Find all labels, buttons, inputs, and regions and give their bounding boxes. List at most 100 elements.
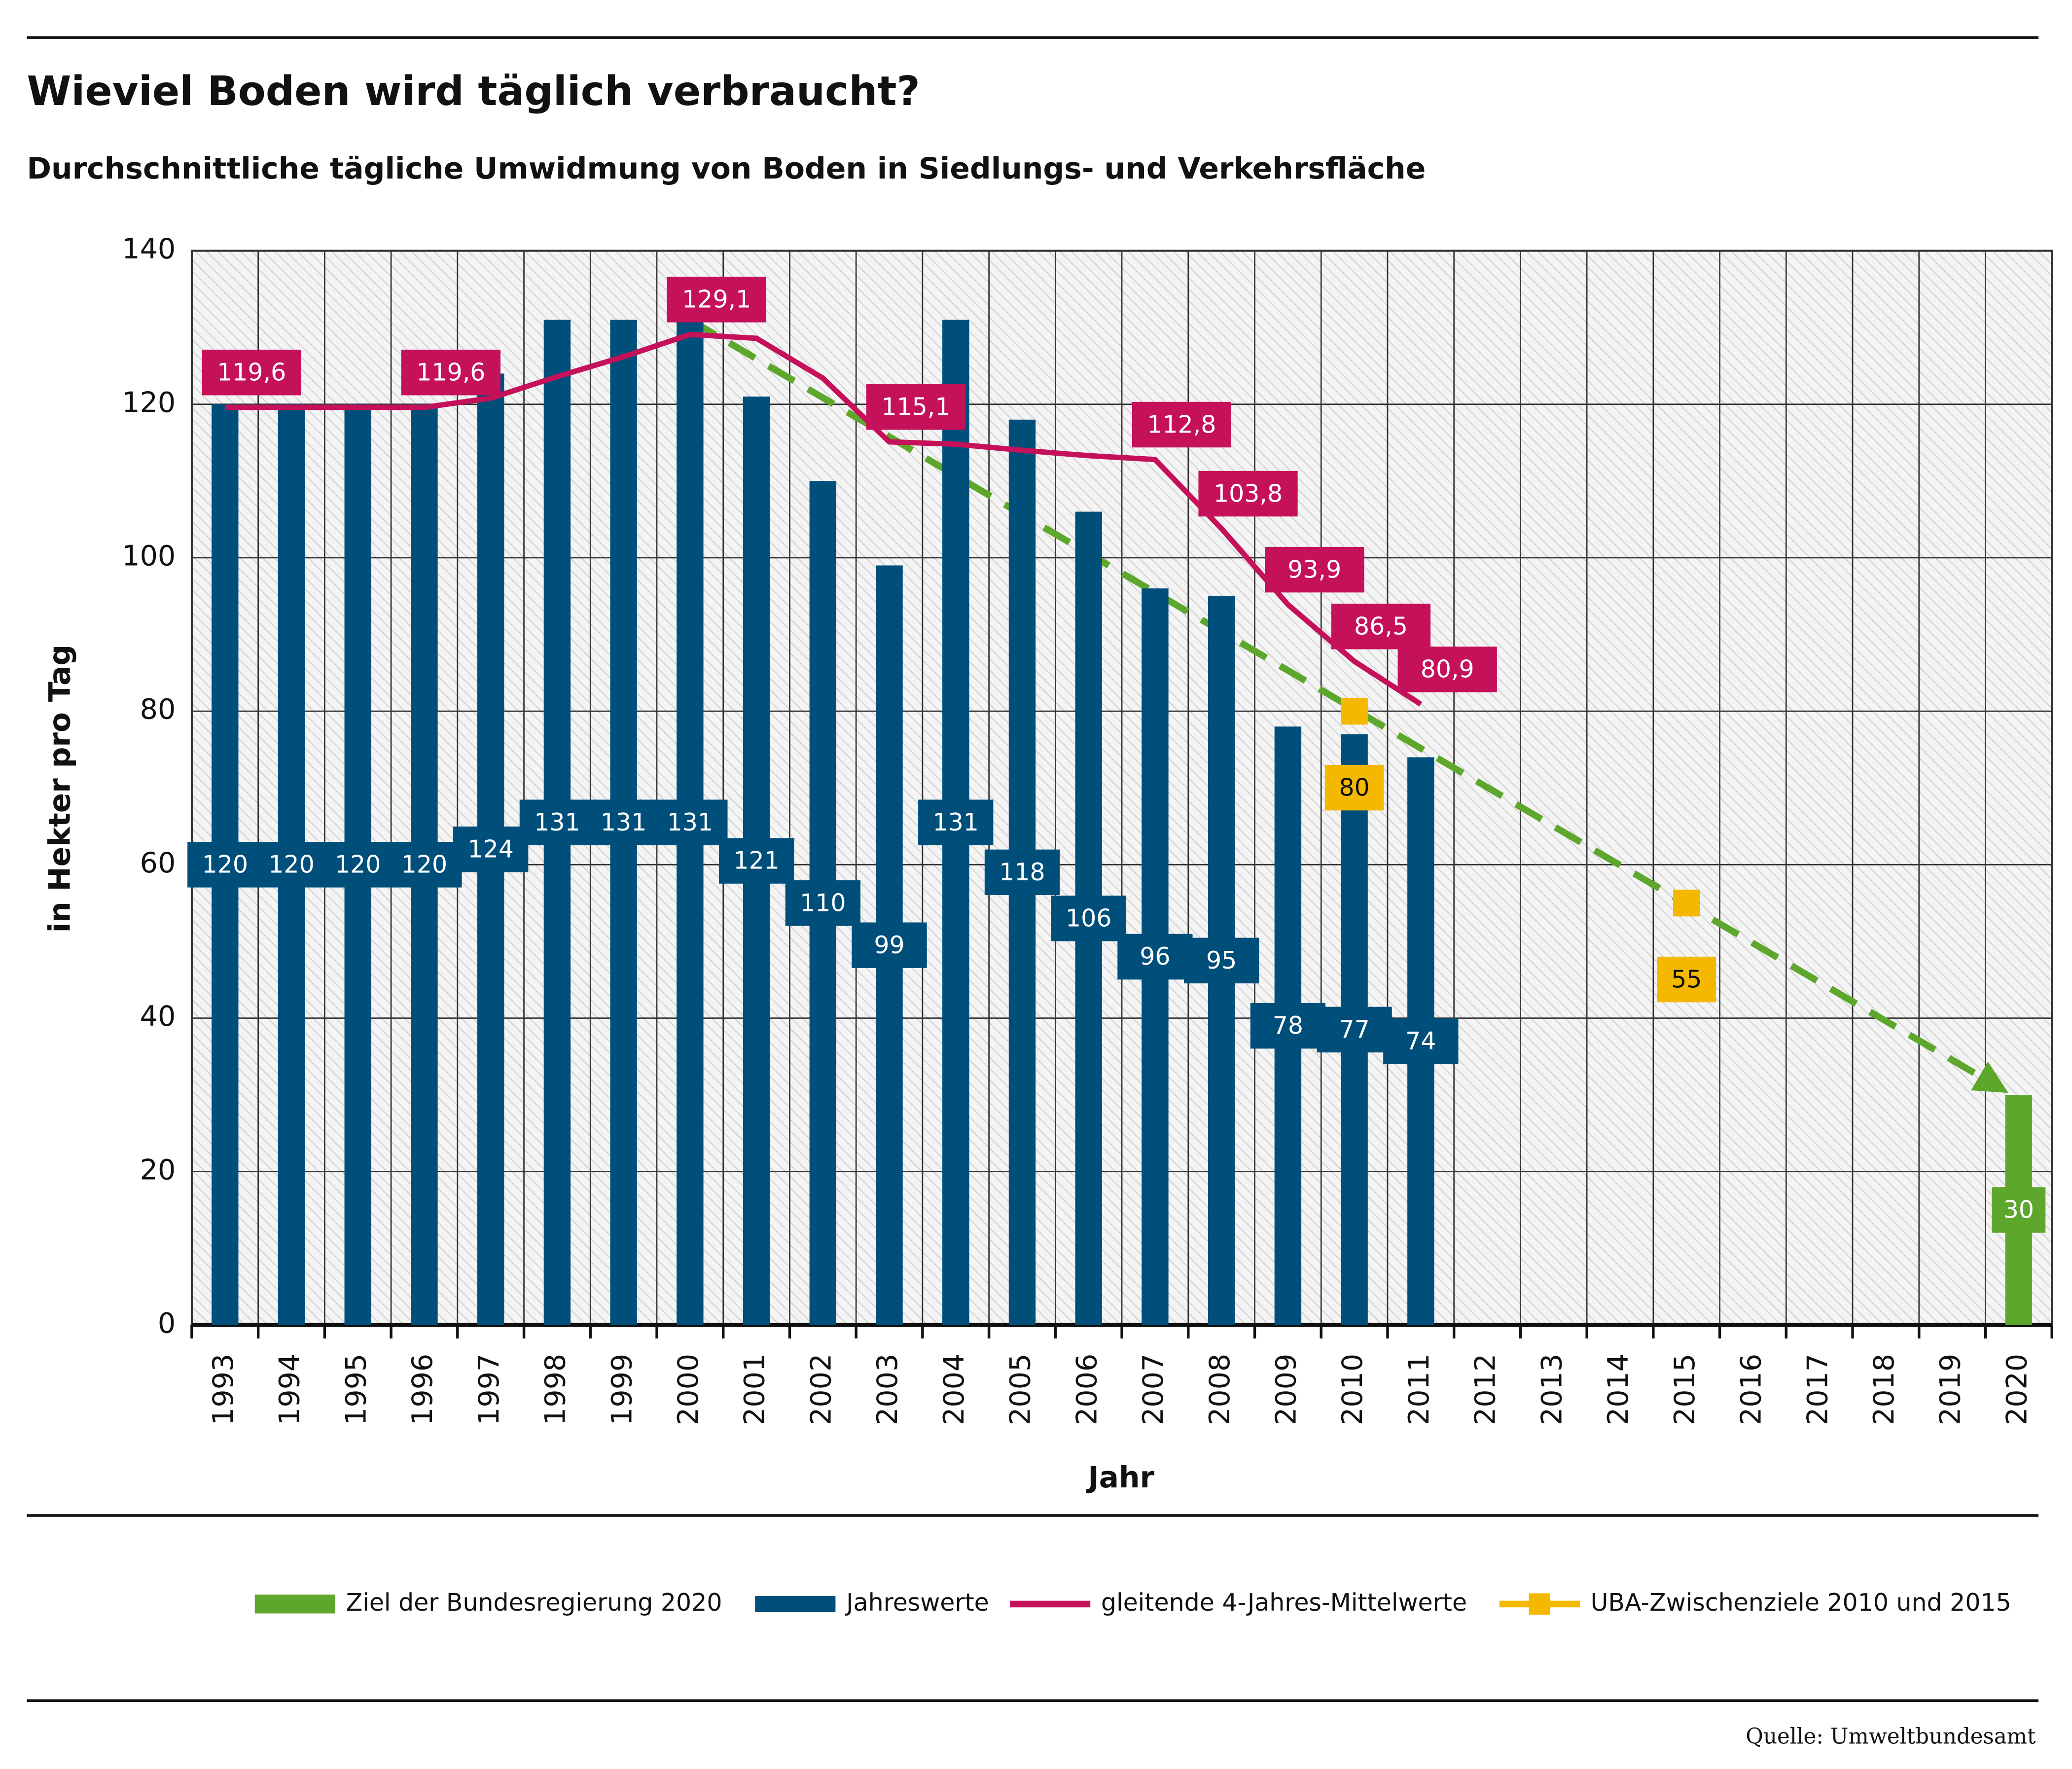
y-tick-label: 60 bbox=[140, 847, 176, 879]
x-tick-label: 1995 bbox=[340, 1354, 372, 1425]
x-tick-label: 2003 bbox=[871, 1354, 904, 1425]
label-box bbox=[1250, 1003, 1326, 1049]
label-box bbox=[652, 799, 728, 845]
data-label: 95 bbox=[1206, 946, 1237, 975]
x-tick-label: 2011 bbox=[1403, 1354, 1435, 1425]
data-label: 120 bbox=[202, 851, 248, 879]
label-box bbox=[187, 842, 263, 888]
y-tick-label: 100 bbox=[122, 540, 176, 573]
x-tick-label: 2015 bbox=[1669, 1354, 1701, 1425]
data-label: 80,9 bbox=[1421, 655, 1474, 684]
x-tick-label: 2005 bbox=[1004, 1354, 1037, 1425]
label-box bbox=[1324, 764, 1384, 811]
label-box bbox=[586, 799, 661, 845]
label-box bbox=[718, 838, 794, 884]
source: Quelle: Umweltbundesamt bbox=[1746, 1724, 2036, 1749]
data-label: 120 bbox=[335, 851, 381, 879]
legend-label: UBA-Zwischenziele 2010 und 2015 bbox=[1591, 1588, 2011, 1617]
data-label: 131 bbox=[933, 808, 979, 836]
legend-label: Ziel der Bundesregierung 2020 bbox=[346, 1588, 722, 1617]
x-tick-label: 1993 bbox=[207, 1354, 240, 1425]
data-label: 131 bbox=[601, 808, 646, 836]
data-label: 99 bbox=[874, 931, 904, 959]
x-tick-label: 2008 bbox=[1204, 1354, 1236, 1425]
label-box bbox=[1657, 956, 1716, 1003]
data-label: 124 bbox=[467, 835, 513, 863]
data-label: 103,8 bbox=[1214, 479, 1283, 507]
data-label: 120 bbox=[401, 851, 447, 879]
data-label: 55 bbox=[1671, 965, 1702, 993]
legend-swatch bbox=[254, 1594, 335, 1614]
target-trend bbox=[688, 317, 2008, 1093]
x-tick-label: 2007 bbox=[1137, 1354, 1170, 1425]
x-tick-label: 1998 bbox=[539, 1354, 572, 1425]
x-tick-label: 2009 bbox=[1270, 1354, 1302, 1425]
x-tick-label: 2013 bbox=[1536, 1354, 1568, 1425]
label-box bbox=[401, 350, 500, 396]
data-label: 30 bbox=[2003, 1196, 2034, 1224]
label-box bbox=[1397, 647, 1497, 692]
chart-subtitle: Durchschnittliche tägliche Umwidmung von… bbox=[27, 151, 1426, 186]
label-box bbox=[866, 384, 966, 430]
label-box bbox=[1265, 546, 1364, 593]
label-box bbox=[1051, 895, 1126, 941]
label-box bbox=[852, 922, 927, 968]
x-axis-label: Jahr bbox=[1086, 1460, 1154, 1495]
x-tick-label: 1999 bbox=[606, 1354, 638, 1425]
label-box bbox=[453, 826, 529, 872]
x-tick-label: 2002 bbox=[805, 1354, 837, 1425]
data-label: 93,9 bbox=[1287, 555, 1341, 583]
label-box bbox=[1183, 938, 1259, 984]
data-label: 74 bbox=[1405, 1027, 1436, 1055]
label-box bbox=[1317, 1007, 1392, 1053]
data-label: 121 bbox=[733, 847, 779, 875]
y-tick-label: 120 bbox=[122, 386, 176, 419]
y-tick-label: 80 bbox=[140, 693, 176, 726]
label-box bbox=[785, 880, 860, 926]
data-label: 120 bbox=[268, 851, 314, 879]
label-box bbox=[1198, 470, 1298, 517]
x-tick-label: 1996 bbox=[406, 1354, 439, 1425]
label-box bbox=[202, 350, 301, 396]
legend-label: Jahreswerte bbox=[845, 1588, 989, 1617]
marker bbox=[1673, 889, 1700, 917]
x-tick-label: 1994 bbox=[274, 1354, 306, 1425]
label-box bbox=[519, 799, 595, 845]
line bbox=[225, 331, 1423, 707]
data-label: 119,6 bbox=[416, 358, 485, 386]
label-box bbox=[1117, 934, 1193, 980]
chart-title: Wieviel Boden wird täglich verbraucht? bbox=[27, 68, 920, 115]
x-tick-label: 2000 bbox=[672, 1354, 705, 1425]
data-label: 110 bbox=[800, 889, 846, 917]
data-label: 78 bbox=[1273, 1011, 1303, 1040]
x-tick-label: 2010 bbox=[1336, 1354, 1369, 1425]
x-tick-label: 2020 bbox=[2001, 1354, 2033, 1425]
legend-marker bbox=[1529, 1593, 1551, 1615]
label-box bbox=[1331, 604, 1431, 650]
label-box bbox=[1383, 1018, 1459, 1064]
x-tick-label: 2001 bbox=[739, 1354, 771, 1425]
data-label: 106 bbox=[1066, 904, 1111, 932]
data-label: 80 bbox=[1339, 773, 1369, 801]
x-tick-label: 2014 bbox=[1602, 1354, 1635, 1425]
data-label: 112,8 bbox=[1147, 410, 1216, 438]
label-box bbox=[1992, 1187, 2046, 1233]
label-box bbox=[320, 842, 395, 888]
y-tick-label: 20 bbox=[140, 1154, 176, 1186]
marker bbox=[1341, 697, 1368, 725]
y-tick-label: 140 bbox=[122, 233, 176, 265]
x-tick-label: 2019 bbox=[1934, 1354, 1967, 1425]
x-tick-label: 2017 bbox=[1801, 1354, 1834, 1425]
data-label: 96 bbox=[1140, 942, 1170, 971]
x-tick-label: 2004 bbox=[938, 1354, 970, 1425]
x-tick-label: 2016 bbox=[1735, 1354, 1768, 1425]
x-tick-label: 2006 bbox=[1071, 1354, 1103, 1425]
data-label: 118 bbox=[999, 858, 1045, 886]
x-tick-label: 1997 bbox=[473, 1354, 505, 1425]
label-box bbox=[984, 849, 1060, 896]
data-label: 115,1 bbox=[881, 393, 950, 421]
x-tick-label: 2012 bbox=[1469, 1354, 1502, 1425]
legend-label: gleitende 4-Jahres-Mittelwerte bbox=[1101, 1588, 1467, 1617]
y-tick-label: 40 bbox=[140, 1000, 176, 1033]
